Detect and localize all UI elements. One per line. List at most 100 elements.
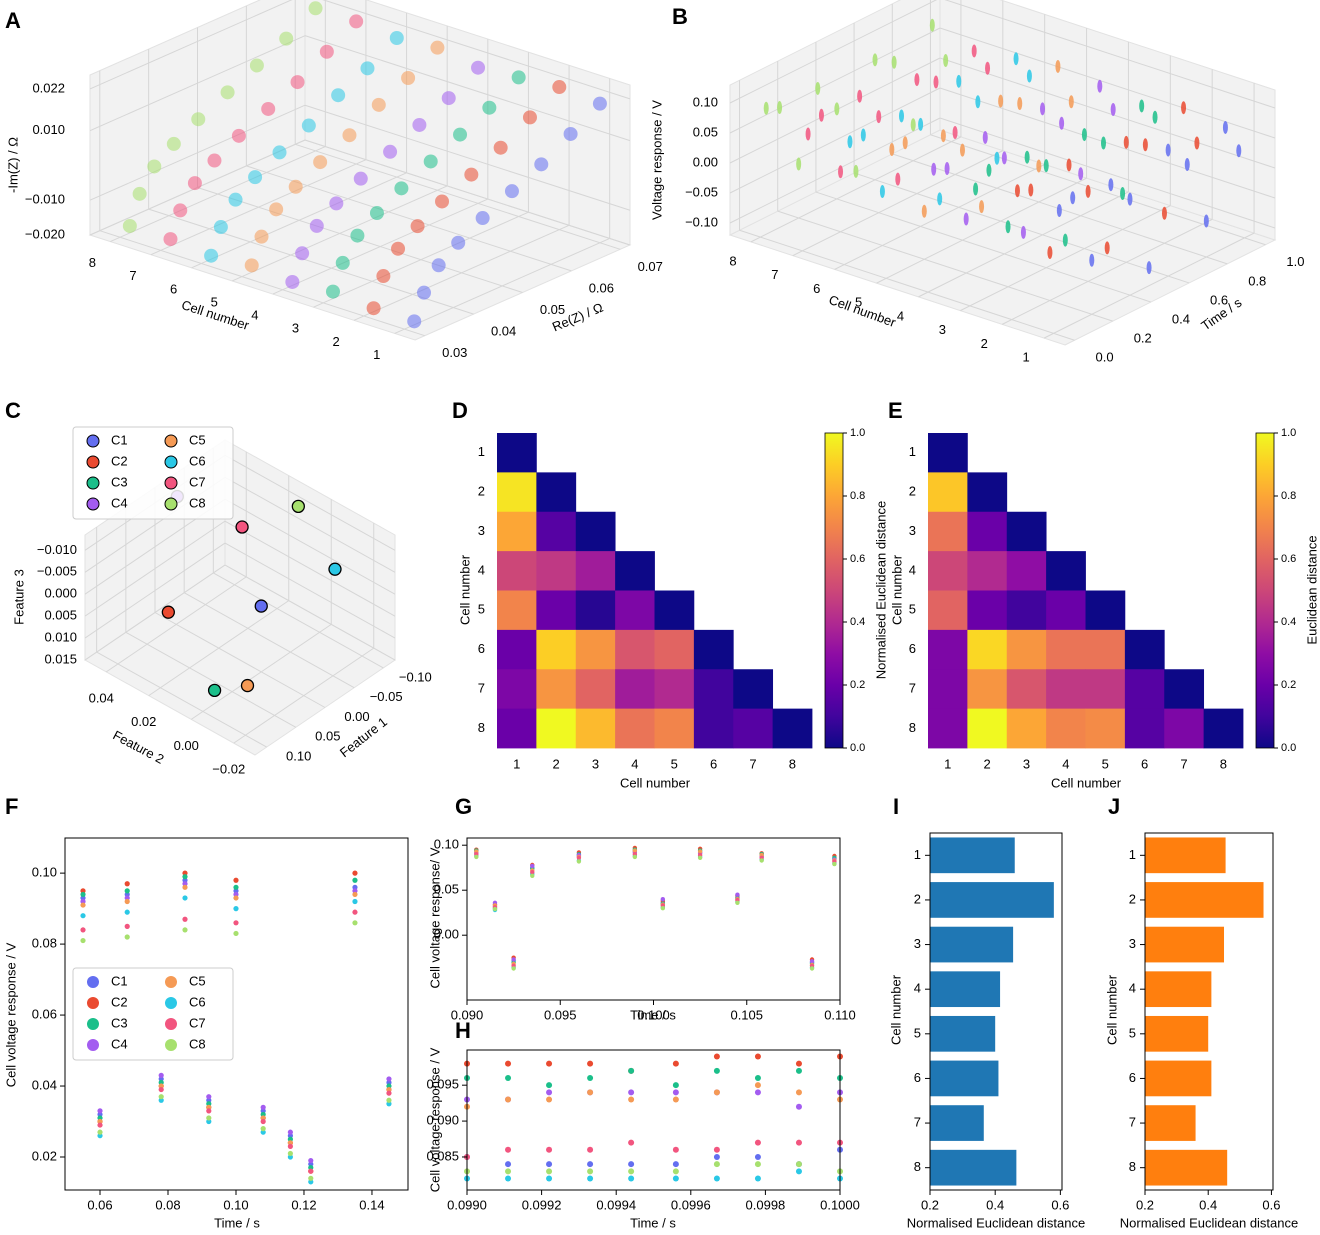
grid-line (322, 0, 631, 100)
point (207, 683, 222, 698)
point (853, 164, 859, 178)
plot-area (467, 1050, 840, 1190)
point (204, 248, 219, 263)
point (534, 157, 549, 172)
bar (930, 1015, 996, 1052)
grid-line (295, 143, 621, 250)
y-tick-label: 2 (981, 336, 988, 351)
point (628, 1096, 635, 1103)
colorbar-title: Normalised Euclidean distance (873, 501, 888, 679)
point (342, 128, 357, 143)
legend-label: C4 (111, 495, 128, 510)
panel-label: G (455, 794, 472, 819)
y-tick-label: 6 (478, 641, 485, 656)
z-tick-label: 0.010 (44, 630, 77, 645)
heatmap-cell (536, 511, 577, 552)
point (331, 88, 346, 103)
point (464, 167, 479, 182)
y-tick-label: 5 (855, 295, 862, 310)
heatmap-cell (654, 669, 695, 710)
y-tick-label: 2 (909, 484, 916, 499)
point (233, 906, 239, 912)
point (754, 1075, 761, 1081)
x-tick-label: 0.110 (824, 1007, 856, 1022)
heatmap-cell (1006, 629, 1047, 670)
point (511, 957, 516, 962)
colorbar (1255, 432, 1275, 749)
x-axis-title: Cell number (1051, 775, 1122, 790)
point (124, 898, 130, 905)
legend-marker (164, 476, 178, 490)
grid-line (224, 498, 396, 595)
y-tick-label: 0.10 (434, 837, 459, 852)
y-axis-title: Cell number (827, 292, 899, 330)
grid-line (154, 612, 326, 708)
point (1104, 241, 1110, 255)
grid-line (777, 210, 1113, 322)
point (963, 212, 969, 226)
panel-label: J (1108, 794, 1120, 819)
point (628, 1089, 635, 1096)
point (1236, 144, 1242, 158)
x-axis-title: Cell number (620, 775, 691, 790)
legend-label: C4 (111, 1036, 128, 1051)
point (809, 966, 815, 971)
point (124, 923, 130, 929)
colorbar-tick-label: 0.2 (1281, 679, 1296, 691)
point (288, 179, 303, 194)
x-tick-label: 5 (671, 756, 678, 771)
point (451, 235, 466, 250)
point (628, 1067, 635, 1074)
z-tick-label: 0.05 (693, 124, 718, 139)
point (308, 1157, 314, 1164)
heatmap-cell (497, 590, 537, 631)
heatmap-cell (575, 669, 616, 710)
point (795, 1060, 802, 1067)
heatmap-cell (497, 669, 537, 710)
colorbar-tick-label: 1.0 (1281, 427, 1296, 439)
point (386, 1090, 392, 1096)
point (182, 927, 188, 933)
legend-frame (72, 967, 234, 1061)
colorbar-tick-label: 0.8 (1281, 490, 1296, 502)
bar (930, 926, 1014, 963)
legend-label: C5 (189, 432, 206, 447)
grid-line (224, 454, 396, 551)
point (240, 678, 255, 693)
point (632, 848, 638, 853)
x-tick-label: 0.090 (451, 1007, 484, 1022)
y-tick-label: 0.090 (426, 1113, 459, 1128)
point (672, 1082, 679, 1089)
point (546, 1060, 553, 1067)
point (166, 136, 181, 151)
panel-label: D (452, 398, 468, 423)
grid-line (99, 230, 425, 337)
legend-marker (165, 1039, 177, 1051)
point (1181, 101, 1187, 115)
bar (1145, 837, 1226, 874)
heatmap-cell (733, 708, 774, 749)
point (231, 128, 246, 143)
point (940, 129, 946, 143)
point (352, 898, 358, 905)
y-tick-label: 4 (909, 562, 916, 577)
legend-marker (164, 497, 178, 511)
legend-label: C2 (111, 453, 128, 468)
point (795, 1168, 802, 1175)
point (124, 881, 130, 887)
point (352, 920, 358, 926)
grid-line (96, 651, 267, 748)
point (391, 241, 406, 256)
point (423, 154, 438, 169)
heatmap-cell (1006, 551, 1047, 591)
point (335, 255, 350, 270)
x-tick-label: 0.10 (223, 1197, 248, 1212)
heatmap-cell (1006, 590, 1047, 631)
point (505, 1060, 512, 1067)
point (394, 181, 409, 196)
point (1194, 136, 1200, 150)
x-tick-label: 1.0 (1286, 254, 1304, 269)
grid-line (125, 631, 297, 728)
point (349, 14, 364, 29)
